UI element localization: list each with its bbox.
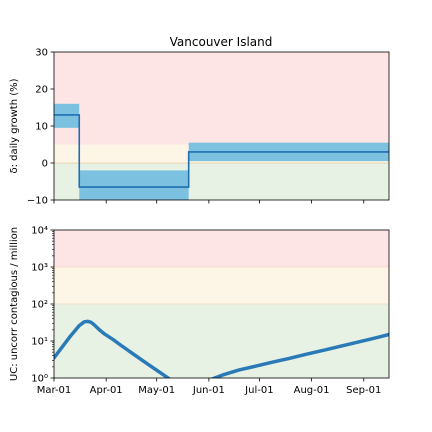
contagious-x-tick-label: Aug-01: [294, 385, 330, 396]
contagious-zone-1: [54, 267, 389, 304]
growth-step-series: [54, 114, 389, 188]
contagious-x-tick-label: Jun-01: [192, 385, 225, 396]
contagious-x-tick-label: Apr-01: [90, 385, 123, 396]
contagious-y-tick-label: 10⁴: [31, 226, 48, 237]
growth-band-1: [79, 170, 189, 200]
growth-band-0: [54, 103, 80, 128]
growth-y-tick-label: 10: [35, 122, 48, 133]
chart-title: Vancouver Island: [170, 35, 273, 49]
contagious-y-tick-label: 10³: [31, 263, 48, 274]
contagious-axis-ticks: 10⁰ 10¹ 10² 10³ 10⁴ Mar-01 Apr-01 May-01 Jun-01 J…: [31, 226, 381, 397]
growth-step-line: [54, 114, 389, 188]
contagious-y-tick-label: 10²: [31, 300, 48, 311]
contagious-y-axis-label: UC: uncorr contagious / million: [9, 227, 20, 381]
growth-y-axis-label: δ: daily growth (%): [9, 78, 20, 173]
contagious-x-tick-label: May-01: [138, 385, 175, 396]
growth-y-tick-label: −10: [27, 196, 48, 207]
contagious-panel: 10⁰ 10¹ 10² 10³ 10⁴ Mar-01 Apr-01 May-01 Jun-01 J…: [9, 226, 390, 397]
contagious-y-tick-label: 10⁰: [31, 374, 48, 385]
contagious-x-tick-label: Sep-01: [346, 385, 381, 396]
growth-panel: −10 0 10 20 30 δ: daily growth (%): [9, 48, 390, 207]
contagious-zone-0: [54, 230, 389, 267]
growth-x-ticks: [53, 200, 365, 204]
growth-y-tick-label: 30: [35, 48, 48, 59]
growth-y-tick-label: 20: [35, 85, 48, 96]
growth-y-tick-label: 0: [42, 159, 48, 170]
contagious-x-tick-label: Mar-01: [37, 385, 72, 396]
contagious-x-tick-label: Jul-01: [244, 385, 273, 396]
contagious-y-tick-label: 10¹: [31, 337, 48, 348]
contagious-zones: [54, 230, 389, 378]
contagious-zone-2: [54, 304, 389, 378]
growth-axis-ticks: −10 0 10 20 30: [27, 48, 54, 207]
contagious-series-line: [54, 319, 389, 378]
growth-zone-0: [54, 52, 389, 145]
